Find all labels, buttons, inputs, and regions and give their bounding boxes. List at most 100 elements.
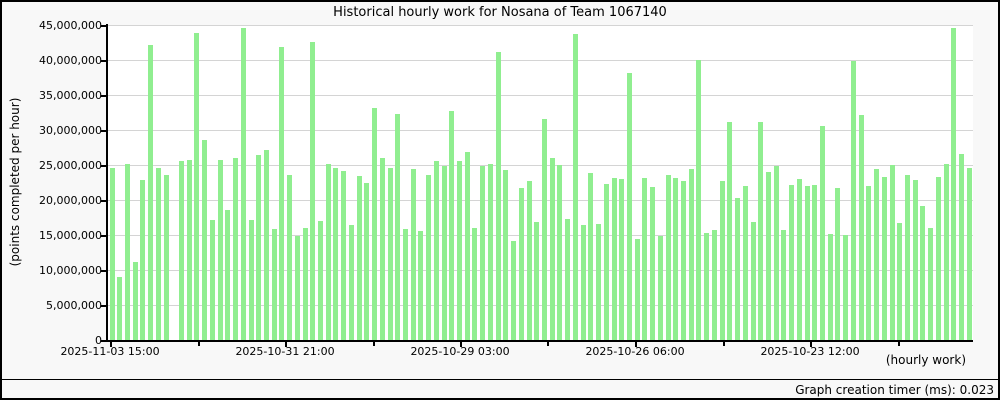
gridline xyxy=(108,130,973,131)
x-tick-label: 2025-10-26 06:00 xyxy=(585,345,685,358)
bar xyxy=(287,175,293,340)
bar xyxy=(843,235,849,340)
x-tick-label: 2025-10-23 12:00 xyxy=(760,345,860,358)
gridline xyxy=(108,270,973,271)
x-axis-line xyxy=(106,340,973,342)
bar xyxy=(874,169,880,340)
x-tick-label: 2025-11-03 15:00 xyxy=(60,345,160,358)
bar xyxy=(441,166,447,340)
bar xyxy=(758,122,764,340)
bar xyxy=(673,178,679,340)
bar xyxy=(773,166,779,340)
bar xyxy=(696,60,702,340)
bar xyxy=(364,183,370,340)
bar xyxy=(935,177,941,340)
bar xyxy=(735,198,741,340)
bar xyxy=(796,179,802,340)
bar xyxy=(356,176,362,340)
bar xyxy=(132,262,138,340)
bar xyxy=(866,186,872,340)
x-tick-label: 2025-10-29 03:00 xyxy=(410,345,510,358)
gridline xyxy=(108,60,973,61)
x-tick xyxy=(460,342,462,347)
y-tick xyxy=(101,95,107,97)
bar xyxy=(233,158,239,340)
gridline xyxy=(108,95,973,96)
bar xyxy=(889,165,895,340)
chart-title: Historical hourly work for Nosana of Tea… xyxy=(333,5,667,20)
y-tick xyxy=(101,305,107,307)
bar xyxy=(248,220,254,340)
bar xyxy=(503,170,509,340)
y-tick-label: 15,000,000 xyxy=(39,229,102,242)
bar xyxy=(557,165,563,340)
bar xyxy=(704,233,710,340)
y-tick-label: 45,000,000 xyxy=(39,19,102,32)
y-tick xyxy=(101,25,107,27)
bar xyxy=(827,234,833,340)
y-tick xyxy=(101,340,107,342)
bar xyxy=(410,169,416,340)
bar xyxy=(688,169,694,340)
bar xyxy=(681,181,687,340)
bar xyxy=(263,150,269,340)
bar xyxy=(665,175,671,340)
bar xyxy=(943,164,949,340)
bar xyxy=(588,173,594,340)
bar xyxy=(897,223,903,340)
bar xyxy=(495,52,501,340)
bar xyxy=(542,119,547,340)
bar xyxy=(155,168,161,340)
x-minor-tick xyxy=(547,342,549,346)
bar xyxy=(426,175,432,340)
x-minor-tick xyxy=(723,342,725,346)
bar xyxy=(951,28,957,340)
y-tick-label: 35,000,000 xyxy=(39,89,102,102)
gridline xyxy=(108,25,973,26)
y-tick xyxy=(101,60,107,62)
bar xyxy=(217,160,223,340)
x-tick-label: 2025-10-31 21:00 xyxy=(235,345,335,358)
y-tick xyxy=(101,200,107,202)
bar xyxy=(333,168,339,340)
bar xyxy=(387,168,393,340)
hourly-work-note: (hourly work) xyxy=(885,353,966,367)
bar xyxy=(372,108,378,340)
y-tick xyxy=(101,130,107,132)
bar xyxy=(348,225,354,340)
bar xyxy=(325,164,331,340)
bar xyxy=(511,241,517,340)
bar xyxy=(959,154,965,340)
bar xyxy=(928,228,934,340)
gridline xyxy=(108,165,973,166)
bar xyxy=(310,42,316,340)
y-tick xyxy=(101,270,107,272)
bar xyxy=(271,229,277,340)
bar xyxy=(457,161,463,340)
bar xyxy=(472,228,478,340)
bar xyxy=(966,168,972,340)
footer-timer-label: Graph creation timer (ms): 0.023 xyxy=(795,383,994,397)
footer-divider xyxy=(2,379,998,380)
bar xyxy=(449,111,455,340)
y-axis-line xyxy=(106,24,108,341)
bar xyxy=(549,158,555,340)
y-tick xyxy=(101,165,107,167)
bar xyxy=(395,114,401,340)
bar xyxy=(727,122,733,340)
bar xyxy=(611,178,617,340)
bar xyxy=(148,45,154,340)
y-tick-label: 25,000,000 xyxy=(39,159,102,172)
bar xyxy=(904,175,910,340)
bar xyxy=(534,222,540,340)
bar xyxy=(619,179,625,340)
x-minor-tick xyxy=(898,342,900,346)
bar xyxy=(920,206,926,340)
y-tick-label: 40,000,000 xyxy=(39,54,102,67)
bar xyxy=(596,224,602,340)
bar xyxy=(341,171,347,340)
y-tick-label: 20,000,000 xyxy=(39,194,102,207)
y-tick-label: 5,000,000 xyxy=(46,299,102,312)
bar xyxy=(140,180,146,340)
bar xyxy=(572,34,578,340)
